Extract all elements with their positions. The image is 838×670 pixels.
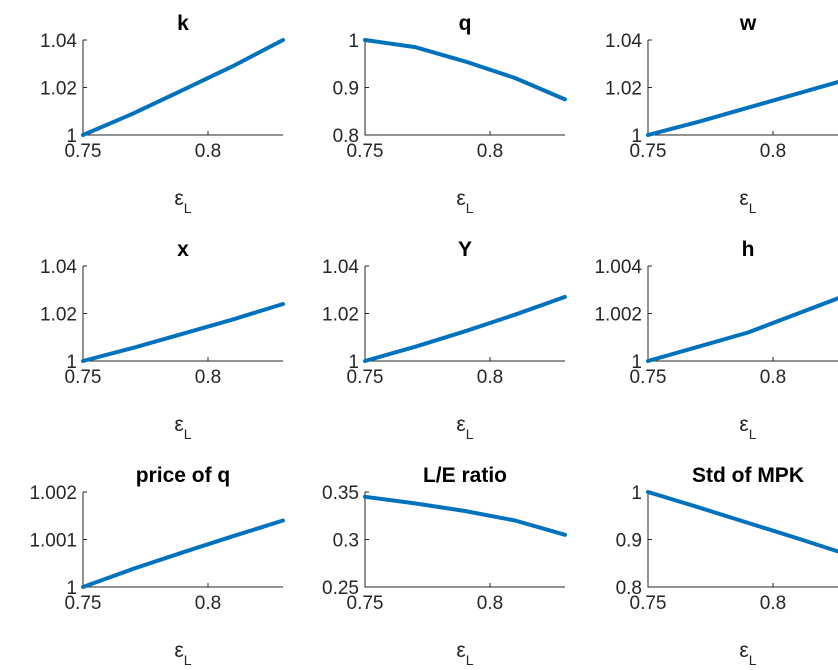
y-tick-label: 0.3 <box>333 531 359 552</box>
x-tick-label: 0.75 <box>630 367 667 388</box>
y-tick-label: 1 <box>66 352 77 373</box>
x-axis-label: εL <box>456 413 473 442</box>
panel-title: x <box>177 238 189 261</box>
x-axis-label: εL <box>456 187 473 216</box>
x-axis-label: εL <box>739 639 756 668</box>
y-tick-label: 1.02 <box>322 305 359 326</box>
y-tick-label: 1.002 <box>29 483 77 504</box>
x-tick-label: 0.75 <box>65 367 102 388</box>
series-line <box>81 302 285 363</box>
axis-lines <box>647 40 838 136</box>
x-tick-label: 0.8 <box>477 593 503 614</box>
y-tick-label: 0.8 <box>616 578 642 599</box>
series-line <box>646 490 838 554</box>
panel-6: 1 1.001 1.002 0.75 0.8 price of q εL <box>29 464 285 668</box>
panel-title: L/E ratio <box>423 464 507 487</box>
y-tick-label: 1.04 <box>605 31 642 52</box>
x-tick-label: 0.8 <box>195 367 221 388</box>
y-tick-label: 1.001 <box>29 531 77 552</box>
axis-lines <box>647 492 838 588</box>
series-line <box>363 494 567 537</box>
y-tick-label: 1 <box>631 126 642 147</box>
x-tick-label: 0.75 <box>65 141 102 162</box>
axis-lines <box>364 492 565 588</box>
y-tick-label: 1.02 <box>40 305 77 326</box>
x-tick-label: 0.75 <box>65 593 102 614</box>
panel-2: 1 1.02 1.04 0.75 0.8 w εL <box>605 12 838 216</box>
x-tick-label: 0.75 <box>347 141 384 162</box>
y-tick-label: 1 <box>631 483 642 504</box>
x-tick-label: 0.8 <box>195 141 221 162</box>
y-tick-label: 1 <box>631 352 642 373</box>
y-tick-label: 1.02 <box>40 79 77 100</box>
series-line <box>363 38 567 102</box>
axis-lines <box>82 492 283 588</box>
y-tick-label: 0.8 <box>333 126 359 147</box>
series-line <box>363 294 567 363</box>
y-tick-label: 1 <box>348 352 359 373</box>
series-line <box>81 38 285 137</box>
x-tick-label: 0.75 <box>630 593 667 614</box>
y-tick-label: 1.002 <box>594 305 642 326</box>
x-axis-label: εL <box>456 639 473 668</box>
series-line <box>646 79 838 137</box>
y-tick-label: 1.04 <box>322 257 359 278</box>
panel-5: 1 1.002 1.004 0.75 0.8 h εL <box>594 238 838 442</box>
panel-title: price of q <box>136 464 231 487</box>
y-tick-label: 1 <box>66 126 77 147</box>
panel-title: k <box>177 12 189 35</box>
axis-lines <box>647 266 838 362</box>
panel-0: 1 1.02 1.04 0.75 0.8 k εL <box>40 12 285 216</box>
panel-title: w <box>739 12 757 35</box>
x-tick-label: 0.8 <box>477 141 503 162</box>
series-line <box>646 296 838 363</box>
x-tick-label: 0.75 <box>347 593 384 614</box>
y-tick-label: 0.35 <box>322 483 359 504</box>
x-axis-label: εL <box>739 413 756 442</box>
x-axis-label: εL <box>174 639 191 668</box>
x-tick-label: 0.8 <box>760 367 786 388</box>
y-tick-label: 1 <box>66 578 77 599</box>
panel-title: Std of MPK <box>692 464 804 487</box>
x-tick-label: 0.75 <box>347 367 384 388</box>
series-line <box>81 518 285 589</box>
panel-title: Y <box>458 238 472 261</box>
x-axis-label: εL <box>174 413 191 442</box>
y-tick-label: 1.04 <box>40 257 77 278</box>
panel-4: 1 1.02 1.04 0.75 0.8 YεL <box>322 238 567 442</box>
panel-3: 1 1.02 1.04 0.75 0.8 x εL <box>40 238 285 442</box>
axis-lines <box>364 266 565 362</box>
x-axis-label: εL <box>739 187 756 216</box>
x-axis-label: εL <box>174 187 191 216</box>
x-tick-label: 0.8 <box>195 593 221 614</box>
x-tick-label: 0.75 <box>630 141 667 162</box>
x-tick-label: 0.8 <box>760 141 786 162</box>
y-tick-label: 1.04 <box>40 31 77 52</box>
y-tick-label: 1 <box>348 31 359 52</box>
y-tick-label: 0.9 <box>333 79 359 100</box>
panel-title: h <box>742 238 755 261</box>
y-tick-label: 1.02 <box>605 79 642 100</box>
panel-title: q <box>459 12 472 35</box>
y-tick-label: 0.25 <box>322 578 359 599</box>
y-tick-label: 0.9 <box>616 531 642 552</box>
panel-7: 0.25 0.3 0.35 0.75 0.8 L/E ratio εL <box>322 464 567 668</box>
y-tick-label: 1.004 <box>594 257 642 278</box>
x-tick-label: 0.8 <box>477 367 503 388</box>
x-tick-label: 0.8 <box>760 593 786 614</box>
